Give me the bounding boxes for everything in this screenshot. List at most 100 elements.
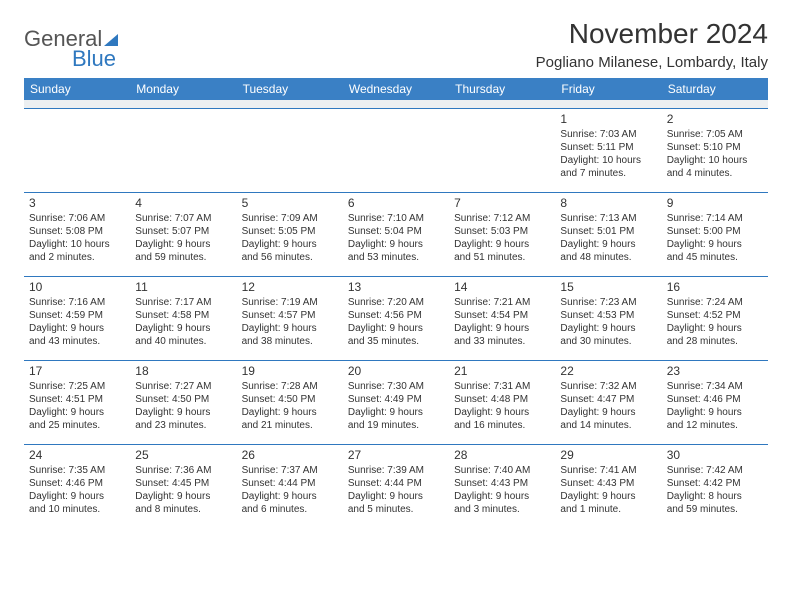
- day-detail-line: Daylight: 9 hours: [242, 322, 338, 335]
- calendar-day-cell: 11Sunrise: 7:17 AMSunset: 4:58 PMDayligh…: [130, 276, 236, 360]
- day-number: 29: [560, 448, 656, 464]
- weekday-header: Sunday: [24, 78, 130, 100]
- calendar-table: SundayMondayTuesdayWednesdayThursdayFrid…: [24, 78, 768, 528]
- day-number: 19: [242, 364, 338, 380]
- day-detail-line: and 25 minutes.: [29, 419, 125, 432]
- day-detail-line: Sunset: 4:42 PM: [667, 477, 763, 490]
- day-detail-line: Sunrise: 7:17 AM: [135, 296, 231, 309]
- day-detail-line: and 23 minutes.: [135, 419, 231, 432]
- day-number: 20: [348, 364, 444, 380]
- day-detail-line: Daylight: 9 hours: [454, 238, 550, 251]
- day-number: 6: [348, 196, 444, 212]
- calendar-day-cell: 6Sunrise: 7:10 AMSunset: 5:04 PMDaylight…: [343, 192, 449, 276]
- day-detail-line: Sunset: 4:43 PM: [560, 477, 656, 490]
- day-detail-line: Sunset: 4:51 PM: [29, 393, 125, 406]
- day-detail-line: Daylight: 9 hours: [560, 490, 656, 503]
- day-detail-line: Sunset: 4:48 PM: [454, 393, 550, 406]
- day-detail-line: Sunrise: 7:14 AM: [667, 212, 763, 225]
- calendar-day-cell: 23Sunrise: 7:34 AMSunset: 4:46 PMDayligh…: [662, 360, 768, 444]
- calendar-day-cell: 18Sunrise: 7:27 AMSunset: 4:50 PMDayligh…: [130, 360, 236, 444]
- day-detail-line: and 10 minutes.: [29, 503, 125, 516]
- day-detail-line: Sunrise: 7:09 AM: [242, 212, 338, 225]
- day-number: 8: [560, 196, 656, 212]
- day-detail-line: Sunrise: 7:16 AM: [29, 296, 125, 309]
- day-detail-line: Sunset: 4:52 PM: [667, 309, 763, 322]
- day-detail-line: Daylight: 9 hours: [348, 238, 444, 251]
- day-detail-line: Sunset: 4:45 PM: [135, 477, 231, 490]
- calendar-day-cell: 15Sunrise: 7:23 AMSunset: 4:53 PMDayligh…: [555, 276, 661, 360]
- calendar-day-cell: 1Sunrise: 7:03 AMSunset: 5:11 PMDaylight…: [555, 108, 661, 192]
- day-number: 15: [560, 280, 656, 296]
- day-detail-line: Sunrise: 7:03 AM: [560, 128, 656, 141]
- calendar-day-cell: 21Sunrise: 7:31 AMSunset: 4:48 PMDayligh…: [449, 360, 555, 444]
- calendar-day-cell: 26Sunrise: 7:37 AMSunset: 4:44 PMDayligh…: [237, 444, 343, 528]
- day-number: 2: [667, 112, 763, 128]
- weekday-header: Wednesday: [343, 78, 449, 100]
- day-detail-line: Sunset: 5:04 PM: [348, 225, 444, 238]
- calendar-header: SundayMondayTuesdayWednesdayThursdayFrid…: [24, 78, 768, 100]
- day-detail-line: and 56 minutes.: [242, 251, 338, 264]
- day-detail-line: Sunrise: 7:34 AM: [667, 380, 763, 393]
- day-detail-line: Sunrise: 7:28 AM: [242, 380, 338, 393]
- calendar-week: 3Sunrise: 7:06 AMSunset: 5:08 PM Daylight…: [24, 192, 768, 276]
- triangle-icon: [104, 34, 118, 46]
- day-detail-line: Sunrise: 7:42 AM: [667, 464, 763, 477]
- day-number: 24: [29, 448, 125, 464]
- day-number: 3: [29, 196, 125, 212]
- day-number: 5: [242, 196, 338, 212]
- calendar-day-cell: 8Sunrise: 7:13 AMSunset: 5:01 PMDaylight…: [555, 192, 661, 276]
- day-number: 16: [667, 280, 763, 296]
- day-detail-line: Sunrise: 7:37 AM: [242, 464, 338, 477]
- calendar-empty-cell: [449, 108, 555, 192]
- day-number: 26: [242, 448, 338, 464]
- day-detail-line: Sunset: 5:08 PM: [29, 225, 125, 238]
- day-detail-line: and 5 minutes.: [348, 503, 444, 516]
- day-number: 21: [454, 364, 550, 380]
- location-label: Pogliano Milanese, Lombardy, Italy: [536, 54, 768, 71]
- day-detail-line: Daylight: 9 hours: [29, 322, 125, 335]
- day-detail-line: and 28 minutes.: [667, 335, 763, 348]
- calendar-week: 10Sunrise: 7:16 AMSunset: 4:59 PMDayligh…: [24, 276, 768, 360]
- day-detail-line: Sunset: 4:46 PM: [29, 477, 125, 490]
- day-detail-line: Daylight: 10 hours: [667, 154, 763, 167]
- weekday-header: Thursday: [449, 78, 555, 100]
- day-detail-line: Sunrise: 7:05 AM: [667, 128, 763, 141]
- day-detail-line: Sunrise: 7:07 AM: [135, 212, 231, 225]
- day-detail-line: and 12 minutes.: [667, 419, 763, 432]
- day-detail-line: Sunrise: 7:36 AM: [135, 464, 231, 477]
- day-detail-line: Sunset: 5:07 PM: [135, 225, 231, 238]
- day-detail-line: Daylight: 9 hours: [135, 490, 231, 503]
- day-detail-line: Sunrise: 7:24 AM: [667, 296, 763, 309]
- day-detail-line: and 43 minutes.: [29, 335, 125, 348]
- day-number: 27: [348, 448, 444, 464]
- day-detail-line: Sunset: 4:50 PM: [242, 393, 338, 406]
- day-detail-line: Sunrise: 7:20 AM: [348, 296, 444, 309]
- title-block: November 2024 Pogliano Milanese, Lombard…: [536, 18, 768, 71]
- day-detail-line: Daylight: 9 hours: [667, 406, 763, 419]
- day-detail-line: Daylight: 8 hours: [667, 490, 763, 503]
- day-detail-line: and 2 minutes.: [29, 251, 125, 264]
- day-detail-line: and 3 minutes.: [454, 503, 550, 516]
- day-detail-line: Sunset: 5:03 PM: [454, 225, 550, 238]
- calendar-day-cell: 13Sunrise: 7:20 AMSunset: 4:56 PMDayligh…: [343, 276, 449, 360]
- day-number: 22: [560, 364, 656, 380]
- day-detail-line: Sunrise: 7:13 AM: [560, 212, 656, 225]
- day-detail-line: Daylight: 9 hours: [348, 490, 444, 503]
- day-detail-line: and 6 minutes.: [242, 503, 338, 516]
- day-detail-line: Sunset: 4:58 PM: [135, 309, 231, 322]
- day-number: 4: [135, 196, 231, 212]
- day-number: 23: [667, 364, 763, 380]
- day-detail-line: Sunrise: 7:06 AM: [29, 212, 125, 225]
- day-detail-line: Daylight: 9 hours: [242, 238, 338, 251]
- day-detail-line: Sunrise: 7:10 AM: [348, 212, 444, 225]
- calendar-empty-cell: [343, 108, 449, 192]
- day-detail-line: Sunset: 4:54 PM: [454, 309, 550, 322]
- weekday-header: Tuesday: [237, 78, 343, 100]
- calendar-day-cell: 17Sunrise: 7:25 AMSunset: 4:51 PMDayligh…: [24, 360, 130, 444]
- logo-text-blue: Blue: [24, 46, 116, 72]
- calendar-day-cell: 12Sunrise: 7:19 AMSunset: 4:57 PMDayligh…: [237, 276, 343, 360]
- day-detail-line: Daylight: 9 hours: [135, 238, 231, 251]
- calendar-empty-cell: [130, 108, 236, 192]
- day-detail-line: and 40 minutes.: [135, 335, 231, 348]
- calendar-day-cell: 24Sunrise: 7:35 AMSunset: 4:46 PMDayligh…: [24, 444, 130, 528]
